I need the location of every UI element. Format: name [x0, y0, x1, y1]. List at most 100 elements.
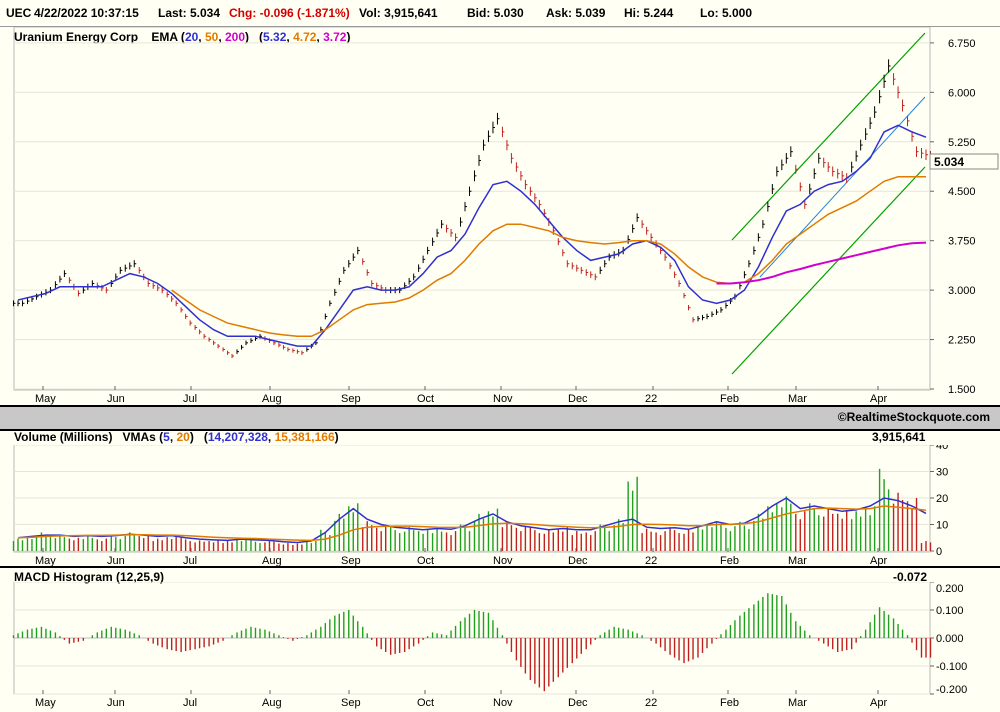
price-gridlines	[14, 42, 930, 390]
volume-title: Volume (Millions)	[14, 430, 113, 444]
y-tick-label: 3.750	[948, 236, 976, 248]
high-value: Hi: 5.244	[624, 6, 674, 20]
last-price: Last: 5.034	[158, 6, 221, 20]
y-tick-label: -0.100	[936, 661, 967, 673]
volume-value: Vol: 3,915,641	[359, 6, 438, 20]
x-tick-label: May	[35, 393, 56, 405]
ema200-value: 3.72	[323, 30, 347, 44]
ema50-value: 4.72	[293, 30, 317, 44]
x-tick-label: Apr	[870, 555, 887, 566]
x-tick-label: Aug	[262, 697, 282, 709]
x-tick-label: Jun	[107, 393, 125, 405]
x-tick-label: Dec	[568, 555, 588, 566]
x-tick-label: Apr	[870, 393, 887, 405]
quote-header: UEC 4/22/2022 10:37:15 Last: 5.034 Chg: …	[0, 0, 1000, 27]
ema-lines	[17, 124, 927, 347]
y-tick-label: 40	[936, 445, 948, 452]
y-tick-label: 4.500	[948, 186, 976, 198]
vma20-value: 15,381,166	[274, 430, 335, 444]
y-tick-label: 6.000	[948, 87, 976, 99]
x-tick-label: Apr	[870, 697, 887, 709]
x-tick-label: Jun	[107, 697, 125, 709]
x-tick-label: Nov	[493, 555, 513, 566]
ema200-period: 200	[225, 30, 246, 44]
credit-text: ©RealtimeStockquote.com	[837, 410, 990, 424]
volume-legend: Volume (Millions) VMAs (5, 20) (14,207,3…	[14, 430, 339, 444]
vma5-line	[17, 497, 927, 544]
trend-channel	[731, 32, 926, 375]
ema50-period: 50	[204, 30, 219, 44]
y-tick-label: 2.250	[948, 335, 976, 347]
macd-title: MACD Histogram (12,25,9)	[14, 570, 165, 584]
x-tick-label: Feb	[720, 697, 739, 709]
ema50-line	[171, 175, 926, 338]
last-price-box	[929, 153, 999, 170]
x-tick-label: 22	[645, 555, 657, 566]
panel-divider	[0, 566, 1000, 568]
y-tick-label: -0.200	[936, 684, 967, 696]
ema200-line	[716, 241, 927, 285]
volume-y-axis: 40 30 20 10 0	[930, 445, 948, 558]
x-tick-label: Oct	[417, 555, 434, 566]
macd-x-axis: May Jun Jul Aug Sep Oct Nov Dec 22 Feb Mar Apr	[35, 690, 887, 709]
macd-y-axis: 0.200 0.100 0.000 -0.100 -0.200	[930, 582, 967, 696]
price-bars	[13, 59, 933, 359]
ema20-line	[17, 124, 927, 347]
x-tick-label: Mar	[788, 393, 807, 405]
price-change: Chg: -0.096 (-1.871%)	[229, 6, 350, 20]
x-tick-label: Sep	[341, 393, 361, 405]
macd-current: -0.072	[893, 570, 928, 584]
last-price-label: 5.034	[934, 155, 964, 169]
x-tick-label: Aug	[262, 393, 282, 405]
vma-lines	[17, 497, 927, 544]
channel-mid-line	[759, 96, 926, 278]
bid-value: Bid: 5.030	[467, 6, 524, 20]
macd-bars	[12, 593, 932, 692]
price-x-axis: May Jun Jul Aug Sep Oct Nov Dec 22 Feb Mar Apr	[35, 386, 887, 405]
y-tick-label: 1.500	[948, 384, 976, 396]
y-tick-label: 30	[936, 467, 948, 479]
credit-bar: ©RealtimeStockquote.com	[0, 405, 1000, 431]
macd-gridlines	[14, 582, 930, 695]
vma5-period: 5	[163, 430, 170, 444]
channel-lower-line	[731, 166, 926, 375]
y-tick-label: 0.000	[936, 633, 964, 645]
x-tick-label: 22	[645, 393, 657, 405]
x-tick-label: Mar	[788, 697, 807, 709]
channel-upper-line	[731, 32, 926, 241]
price-y-axis: 6.750 6.000 5.250 4.500 3.750 3.000 2.250 1.500	[930, 38, 976, 396]
x-tick-label: Feb	[720, 393, 739, 405]
ema20-value: 5.32	[263, 30, 287, 44]
y-tick-label: 6.750	[948, 38, 976, 50]
y-tick-label: 3.000	[948, 285, 976, 297]
company-name: Uranium Energy Corp	[14, 30, 139, 44]
vma5-value: 14,207,328	[207, 430, 268, 444]
y-tick-label: 10	[936, 520, 948, 532]
y-tick-label: 0.100	[936, 605, 964, 617]
x-tick-label: Feb	[720, 555, 739, 566]
x-tick-label: Jul	[183, 697, 197, 709]
x-tick-label: Mar	[788, 555, 807, 566]
ema-label: EMA (	[151, 30, 185, 44]
x-tick-label: 22	[645, 697, 657, 709]
x-tick-label: Dec	[568, 697, 588, 709]
price-legend: Uranium Energy Corp EMA (20, 50, 200) (5…	[14, 30, 351, 44]
x-tick-label: Dec	[568, 393, 588, 405]
quote-datetime: 4/22/2022 10:37:15	[34, 6, 139, 20]
x-tick-label: Jul	[183, 555, 197, 566]
x-tick-label: Sep	[341, 697, 361, 709]
x-tick-label: Nov	[493, 697, 513, 709]
vma20-period: 20	[176, 430, 190, 444]
symbol: UEC	[6, 6, 32, 20]
x-tick-label: Jul	[183, 393, 197, 405]
low-value: Lo: 5.000	[700, 6, 753, 20]
x-tick-label: Jun	[107, 555, 125, 566]
vma20-line	[17, 505, 927, 542]
x-tick-label: Oct	[417, 697, 434, 709]
x-tick-label: Oct	[417, 393, 434, 405]
ask-value: Ask: 5.039	[546, 6, 606, 20]
volume-x-axis: May Jun Jul Aug Sep Oct Nov Dec 22 Feb Mar Apr	[35, 548, 887, 566]
y-tick-label: 20	[936, 493, 948, 505]
ema20-period: 20	[184, 30, 199, 44]
